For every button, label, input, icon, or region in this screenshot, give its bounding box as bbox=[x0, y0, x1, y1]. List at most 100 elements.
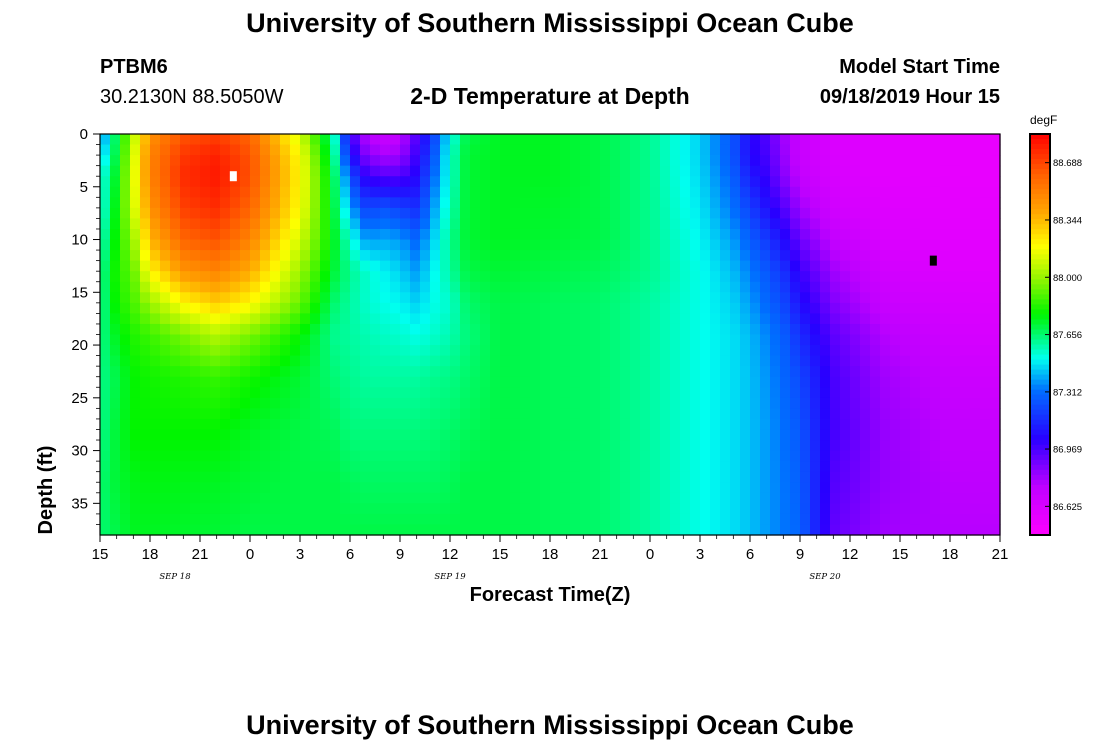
colorbar-label: 88.000 bbox=[1053, 273, 1082, 284]
heatmap-cell bbox=[490, 524, 501, 536]
heatmap-cell bbox=[790, 292, 801, 304]
heatmap-cell bbox=[980, 461, 991, 473]
heatmap-cell bbox=[710, 418, 721, 431]
heatmap-cell bbox=[460, 144, 471, 156]
heatmap-cell bbox=[970, 387, 981, 399]
heatmap-cell bbox=[960, 482, 971, 494]
heatmap-cell bbox=[200, 313, 211, 325]
heatmap-cell bbox=[350, 292, 361, 304]
heatmap-cell bbox=[870, 155, 881, 167]
heatmap-cell bbox=[870, 492, 881, 504]
colorbar-swatch bbox=[1030, 244, 1050, 250]
heatmap-cell bbox=[790, 271, 801, 283]
heatmap-cell bbox=[110, 239, 121, 251]
heatmap-cell bbox=[800, 450, 811, 462]
heatmap-cell bbox=[740, 228, 751, 241]
heatmap-cell bbox=[780, 281, 791, 293]
heatmap-cell bbox=[580, 207, 591, 220]
heatmap-cell bbox=[930, 176, 941, 188]
heatmap-cell bbox=[870, 503, 881, 515]
heatmap-cell bbox=[960, 313, 971, 325]
heatmap-cell bbox=[460, 176, 471, 188]
heatmap-cell bbox=[970, 345, 981, 357]
heatmap-cell bbox=[390, 281, 401, 293]
heatmap-cell bbox=[550, 281, 561, 293]
heatmap-cell bbox=[520, 239, 531, 251]
heatmap-cell bbox=[800, 492, 811, 504]
heatmap-cell bbox=[490, 408, 501, 420]
heatmap-cell bbox=[120, 260, 131, 272]
heatmap-cell bbox=[190, 492, 201, 504]
heatmap-cell bbox=[610, 260, 621, 272]
heatmap-cell bbox=[490, 334, 501, 346]
heatmap-cell bbox=[340, 165, 351, 177]
heatmap-cell bbox=[100, 176, 111, 188]
heatmap-cell bbox=[120, 250, 131, 262]
heatmap-cell bbox=[260, 418, 271, 431]
heatmap-cell bbox=[280, 408, 291, 420]
heatmap-cell bbox=[970, 134, 981, 146]
heatmap-cell bbox=[780, 461, 791, 473]
heatmap-cell bbox=[370, 355, 381, 367]
heatmap-cell bbox=[840, 218, 851, 230]
heatmap-cell bbox=[490, 376, 501, 388]
heatmap-cell bbox=[190, 323, 201, 336]
heatmap-cell bbox=[990, 418, 1001, 431]
heatmap-cell bbox=[520, 323, 531, 336]
heatmap-cell bbox=[400, 228, 411, 241]
heatmap-cell bbox=[400, 281, 411, 293]
heatmap-cell bbox=[370, 513, 381, 526]
heatmap-cell bbox=[920, 345, 931, 357]
heatmap-cell bbox=[590, 482, 601, 494]
heatmap-cell bbox=[350, 482, 361, 494]
colorbar-swatch bbox=[1030, 274, 1050, 280]
heatmap-cell bbox=[700, 134, 711, 146]
heatmap-cell bbox=[660, 397, 671, 409]
heatmap-cell bbox=[170, 387, 181, 399]
heatmap-cell bbox=[840, 492, 851, 504]
heatmap-cell bbox=[100, 408, 111, 420]
heatmap-cell bbox=[150, 429, 161, 441]
heatmap-cell bbox=[250, 197, 261, 209]
heatmap-cell bbox=[890, 207, 901, 220]
heatmap-cell bbox=[190, 186, 201, 198]
heatmap-cell bbox=[440, 503, 451, 515]
heatmap-cell bbox=[600, 134, 611, 146]
colorbar-swatch bbox=[1030, 479, 1050, 486]
heatmap-cell bbox=[570, 165, 581, 177]
heatmap-cell bbox=[220, 492, 231, 504]
heatmap-cell bbox=[480, 345, 491, 357]
heatmap-cell bbox=[800, 513, 811, 526]
heatmap-cell bbox=[970, 492, 981, 504]
heatmap-cell bbox=[960, 376, 971, 388]
heatmap-cell bbox=[520, 218, 531, 230]
heatmap-cell bbox=[820, 408, 831, 420]
heatmap-cell bbox=[540, 513, 551, 526]
heatmap-cell bbox=[310, 271, 321, 283]
heatmap-cell bbox=[200, 366, 211, 378]
heatmap-cell bbox=[260, 482, 271, 494]
heatmap-cell bbox=[700, 292, 711, 304]
heatmap-cell bbox=[950, 197, 961, 209]
heatmap-cell bbox=[950, 450, 961, 462]
heatmap-cell bbox=[320, 471, 331, 483]
colorbar-swatch bbox=[1030, 389, 1050, 396]
heatmap-cell bbox=[140, 524, 151, 536]
heatmap-cell bbox=[690, 155, 701, 167]
heatmap-cell bbox=[560, 218, 571, 230]
heatmap-cell bbox=[370, 228, 381, 241]
heatmap-cell bbox=[210, 260, 221, 272]
heatmap-cell bbox=[950, 281, 961, 293]
heatmap-cell bbox=[390, 186, 401, 198]
heatmap-cell bbox=[800, 461, 811, 473]
heatmap-cell bbox=[120, 513, 131, 526]
heatmap-cell bbox=[530, 239, 541, 251]
heatmap-cell bbox=[380, 429, 391, 441]
heatmap-cell bbox=[490, 418, 501, 431]
heatmap-cell bbox=[590, 461, 601, 473]
heatmap-cell bbox=[100, 228, 111, 241]
heatmap-cell bbox=[320, 186, 331, 198]
heatmap-cell bbox=[780, 429, 791, 441]
heatmap-cell bbox=[540, 440, 551, 452]
x-tick-label: 21 bbox=[992, 546, 1009, 563]
